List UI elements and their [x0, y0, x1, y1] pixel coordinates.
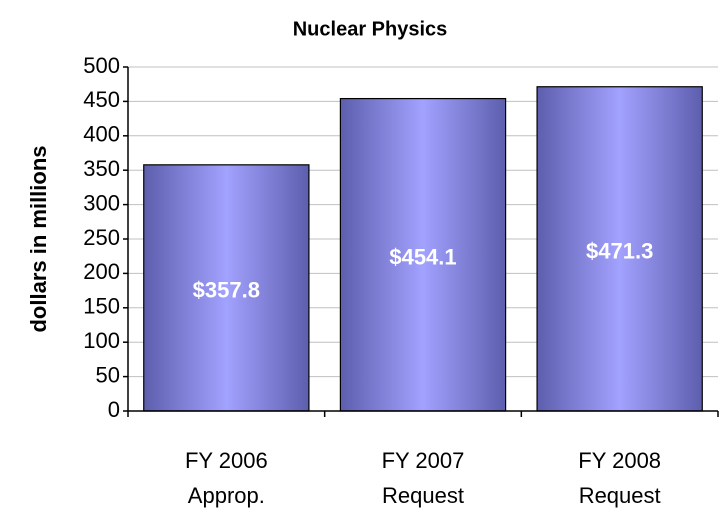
y-tick-label: 150	[83, 294, 120, 319]
value-label: $357.8	[193, 278, 260, 303]
x-tick-label: FY 2007	[382, 448, 465, 473]
x-tick-label: Approp.	[188, 483, 265, 508]
x-tick-label: FY 2008	[578, 448, 661, 473]
y-tick-label: 450	[83, 87, 120, 112]
chart-title: Nuclear Physics	[293, 18, 448, 40]
x-tick-label: Request	[579, 483, 661, 508]
y-tick-label: 500	[83, 53, 120, 78]
y-axis-label: dollars in millions	[26, 145, 51, 332]
x-tick-label: FY 2006	[185, 448, 268, 473]
bar	[143, 164, 310, 412]
y-tick-label: 250	[83, 225, 120, 250]
bar	[339, 97, 507, 412]
value-label: $454.1	[389, 245, 456, 270]
y-tick-label: 400	[83, 122, 120, 147]
y-tick-label: 300	[83, 190, 120, 215]
y-tick-label: 0	[108, 397, 120, 422]
x-tick-label: Request	[382, 483, 464, 508]
y-tick-label: 100	[83, 328, 120, 353]
y-tick-label: 200	[83, 259, 120, 284]
y-tick-label: 50	[96, 362, 120, 387]
value-label: $471.3	[586, 239, 653, 264]
y-tick-label: 350	[83, 156, 120, 181]
bar	[536, 86, 703, 412]
